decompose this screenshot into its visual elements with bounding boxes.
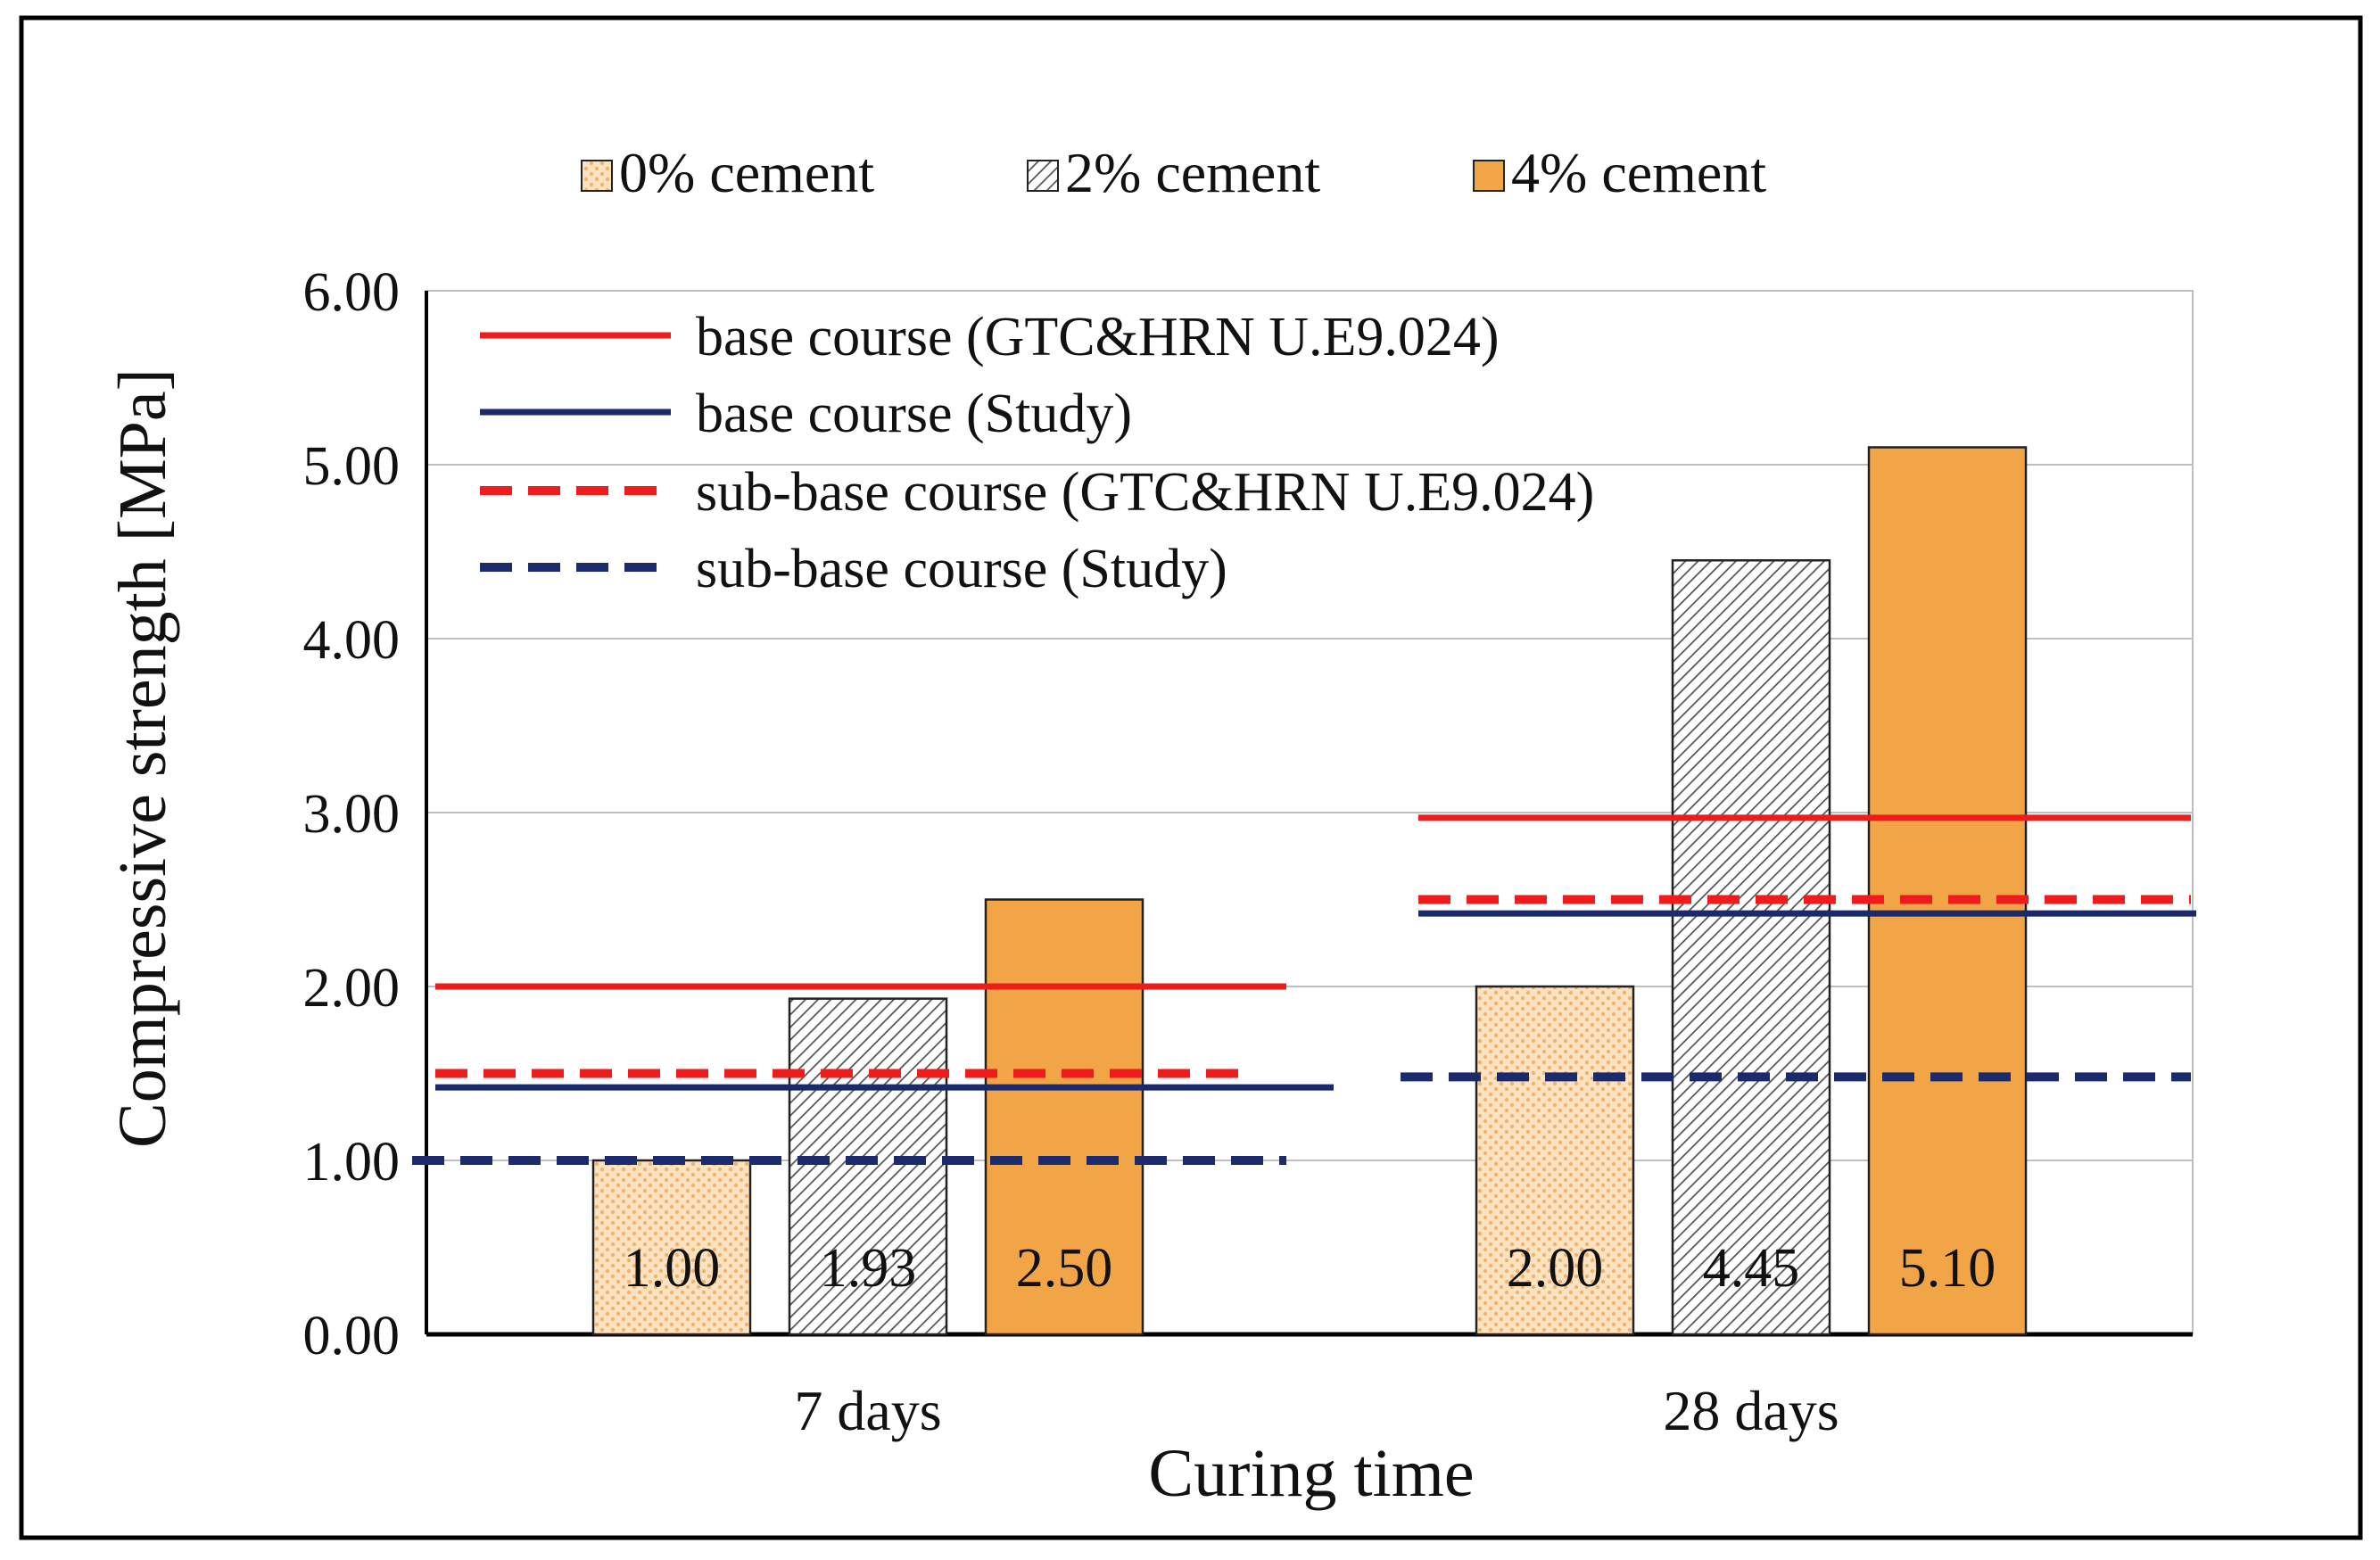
bar-4-cement [984, 898, 1145, 1336]
y-tick-label: 5.00 [303, 436, 401, 497]
legend-swatch [1473, 160, 1505, 192]
y-tick-label: 4.00 [303, 610, 401, 671]
x-tick-label: 7 days [794, 1379, 941, 1442]
legend-label: base course (GTC&HRN U.E9.024) [696, 307, 1500, 367]
legend-label: sub-base course (GTC&HRN U.E9.024) [696, 462, 1594, 523]
bar-value-label: 2.50 [1016, 1238, 1113, 1299]
bar-2-cement [788, 997, 948, 1336]
legend-label: 4% cement [1511, 141, 1766, 204]
x-tick-label: 28 days [1663, 1379, 1839, 1442]
legend-label: 0% cement [619, 141, 874, 204]
bar-4-cement [1867, 446, 2028, 1336]
series-legend: 0% cement 2% cement 4% cement [581, 141, 1766, 204]
y-tick-label: 6.00 [303, 262, 401, 323]
legend-swatch [1027, 160, 1059, 192]
legend-swatch [581, 160, 613, 192]
figure-border [19, 15, 2363, 1540]
bar-0-cement [1475, 985, 1635, 1336]
bar-value-label: 4.45 [1703, 1238, 1800, 1299]
bar-value-label: 1.00 [624, 1238, 721, 1299]
legend-label: 2% cement [1065, 141, 1320, 204]
legend-label: sub-base course (Study) [696, 539, 1227, 599]
y-tick-label: 1.00 [303, 1132, 401, 1193]
y-tick-label: 3.00 [303, 784, 401, 845]
reference-line-legend: base course (GTC&HRN U.E9.024) base cours… [480, 307, 1594, 599]
legend-label: base course (Study) [696, 384, 1132, 444]
x-axis-title: Curing time [1148, 1436, 1474, 1511]
bar-value-label: 2.00 [1507, 1238, 1604, 1299]
plot-area: 0.00 1.00 2.00 3.00 4.00 5.00 6.00 1.00 1.93 2.50… [303, 262, 2196, 1442]
bar-value-label: 5.10 [1899, 1238, 1996, 1299]
bar-2-cement [1671, 559, 1831, 1336]
y-tick-label: 0.00 [303, 1306, 401, 1366]
bar-value-label: 1.93 [820, 1238, 917, 1299]
y-axis-title: Compressive strength [MPa] [105, 368, 180, 1148]
y-tick-label: 2.00 [303, 958, 401, 1019]
